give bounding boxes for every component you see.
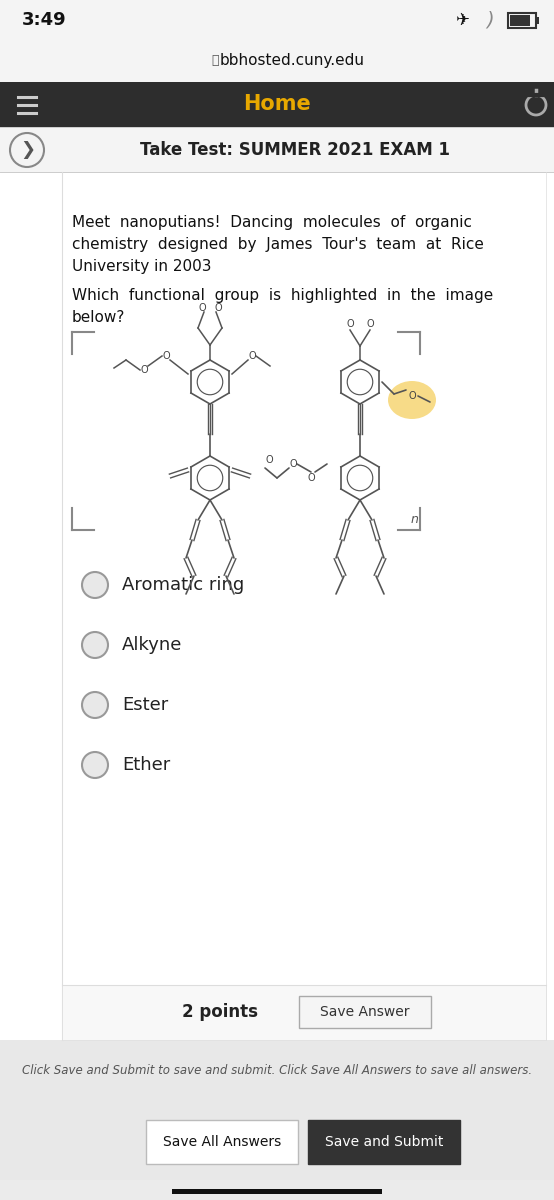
Text: O: O bbox=[214, 302, 222, 313]
Text: O: O bbox=[346, 319, 354, 329]
Bar bbox=[0, 0, 554, 40]
Bar bbox=[0, 1100, 554, 1180]
Bar bbox=[0, 127, 554, 172]
Text: Save All Answers: Save All Answers bbox=[163, 1135, 281, 1150]
Text: O: O bbox=[366, 319, 374, 329]
Text: n: n bbox=[410, 514, 418, 526]
Text: University in 2003: University in 2003 bbox=[72, 259, 212, 274]
Text: O: O bbox=[198, 302, 206, 313]
Text: 2 points: 2 points bbox=[182, 1003, 258, 1021]
Ellipse shape bbox=[82, 572, 108, 598]
Bar bbox=[62, 985, 546, 1040]
Text: Meet  nanoputians!  Dancing  molecules  of  organic: Meet nanoputians! Dancing molecules of o… bbox=[72, 215, 472, 230]
Ellipse shape bbox=[82, 752, 108, 778]
Text: ✈: ✈ bbox=[455, 11, 469, 29]
Text: below?: below? bbox=[72, 310, 125, 325]
Bar bbox=[0, 82, 554, 127]
Text: O: O bbox=[307, 473, 315, 482]
Text: Save Answer: Save Answer bbox=[320, 1006, 410, 1019]
Text: chemistry  designed  by  James  Tour's  team  at  Rice: chemistry designed by James Tour's team … bbox=[72, 236, 484, 252]
Text: bbhosted.cuny.edu: bbhosted.cuny.edu bbox=[219, 54, 365, 68]
Text: O: O bbox=[140, 365, 148, 374]
Bar bbox=[172, 1189, 382, 1194]
Text: Home: Home bbox=[243, 94, 311, 114]
Text: 🔒: 🔒 bbox=[211, 54, 219, 67]
Text: Take Test: SUMMER 2021 EXAM 1: Take Test: SUMMER 2021 EXAM 1 bbox=[140, 140, 450, 158]
Text: ): ) bbox=[486, 11, 494, 30]
Text: Aromatic ring: Aromatic ring bbox=[122, 576, 244, 594]
Text: Ester: Ester bbox=[122, 696, 168, 714]
Ellipse shape bbox=[388, 382, 436, 419]
Text: Save and Submit: Save and Submit bbox=[325, 1135, 443, 1150]
Bar bbox=[536, 17, 539, 24]
Text: O: O bbox=[162, 350, 170, 361]
Text: ❯: ❯ bbox=[20, 140, 35, 158]
Bar bbox=[0, 172, 554, 1040]
Text: O: O bbox=[248, 350, 256, 361]
Text: Which  functional  group  is  highlighted  in  the  image: Which functional group is highlighted in… bbox=[72, 288, 493, 302]
FancyBboxPatch shape bbox=[308, 1120, 460, 1164]
Bar bbox=[0, 1040, 554, 1100]
Bar bbox=[510, 14, 530, 26]
Text: 3:49: 3:49 bbox=[22, 11, 66, 29]
Text: Click Save and Submit to save and submit. Click Save All Answers to save all ans: Click Save and Submit to save and submit… bbox=[22, 1063, 532, 1076]
Bar bbox=[0, 40, 554, 82]
Text: Ether: Ether bbox=[122, 756, 170, 774]
FancyBboxPatch shape bbox=[299, 996, 431, 1028]
Ellipse shape bbox=[82, 692, 108, 718]
Bar bbox=[508, 13, 536, 28]
Text: Alkyne: Alkyne bbox=[122, 636, 182, 654]
Text: O: O bbox=[289, 458, 297, 469]
Ellipse shape bbox=[82, 632, 108, 658]
Text: O: O bbox=[265, 455, 273, 464]
FancyBboxPatch shape bbox=[146, 1120, 298, 1164]
Text: O: O bbox=[408, 391, 416, 401]
